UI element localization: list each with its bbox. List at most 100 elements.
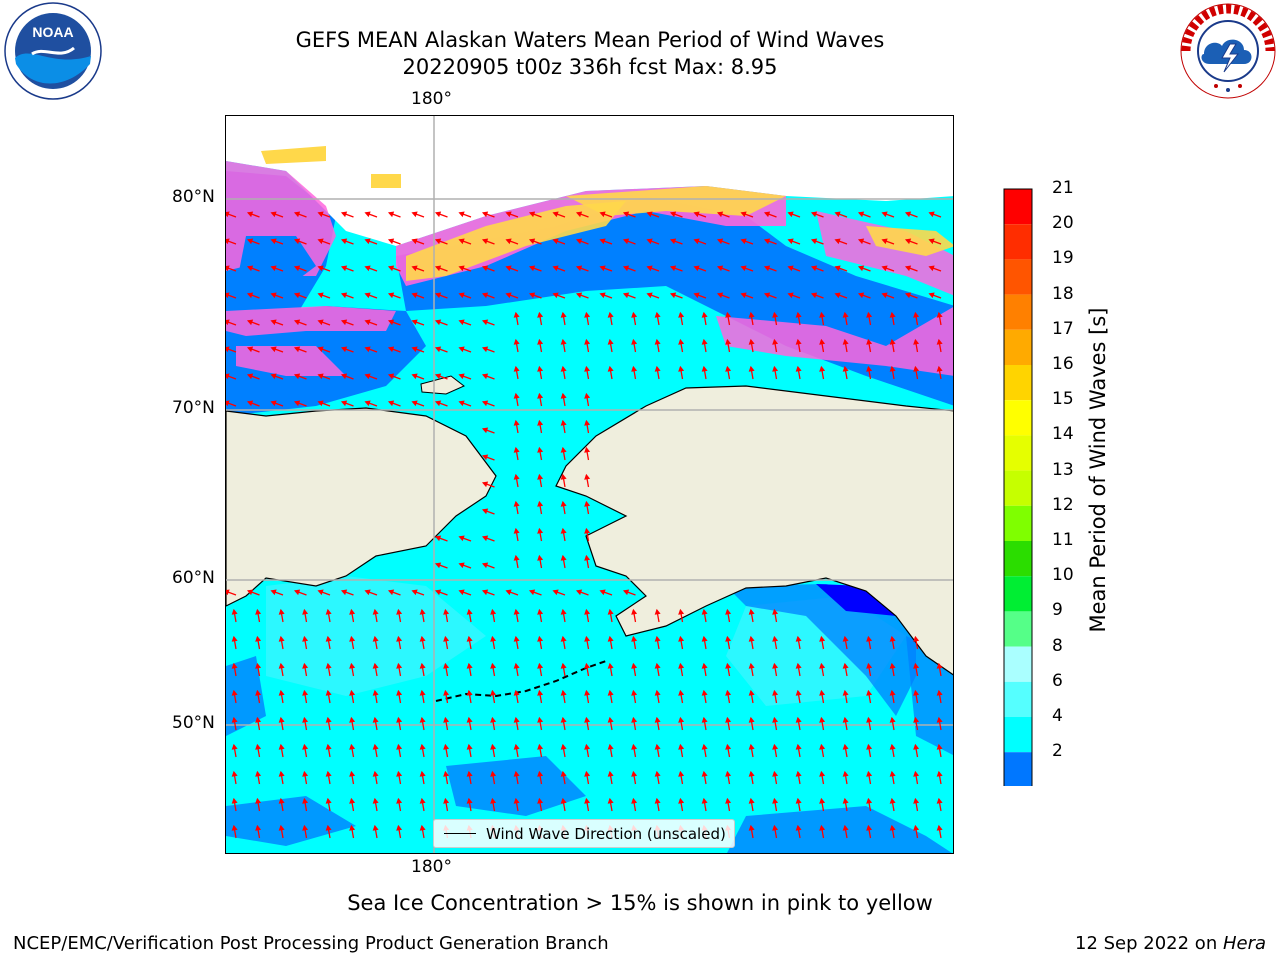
wave-direction-arrowhead [302,662,309,669]
wave-direction-arrowhead [913,770,920,777]
wave-direction-arrowhead [293,238,301,245]
wave-direction-arrowhead [716,211,724,218]
wave-direction-arrowhead [584,338,591,345]
wave-direction-arrowhead [317,211,324,218]
wave-direction-arrowhead [434,589,442,596]
wave-direction-arrowhead [725,716,732,723]
wave-direction-arrowhead [411,238,418,245]
wave-direction-arrowhead [231,797,238,804]
wave-direction-arrowhead [387,211,395,218]
wave-direction-arrowhead [560,770,567,777]
legend-label: Wind Wave Direction (unscaled) [486,824,726,843]
wave-direction-arrowhead [505,292,512,299]
wave-direction-arrowhead [936,797,943,804]
wave-direction-arrowhead [740,265,747,272]
wave-direction-arrowhead [458,373,465,380]
wave-direction-arrowhead [819,797,826,804]
wave-direction-arrowhead [631,635,638,642]
wave-direction-arrowhead [443,743,450,750]
wave-direction-arrowhead [302,608,309,615]
wave-direction-arrowhead [584,770,591,777]
wave-direction-arrowhead [701,716,708,723]
wave-direction-arrowhead [552,238,559,245]
wave-direction-arrowhead [255,797,262,804]
wave-direction-arrowhead [693,238,700,245]
wave-direction-arrowhead [293,400,301,407]
wave-direction-arrowhead [537,500,544,507]
wave-direction-arrowhead [458,319,465,326]
wave-direction-arrowhead [293,589,301,596]
wave-direction-arrowhead [772,635,779,642]
wave-direction-arrowhead [819,770,826,777]
wave-direction-arrowhead [302,689,309,696]
wave-direction-arrowhead [293,265,301,272]
wave-direction-arrowhead [411,400,418,407]
wave-direction-arrowhead [678,770,685,777]
wave-direction-arrowhead [364,589,371,596]
wave-direction-arrowhead [889,824,896,831]
wave-direction-arrowhead [387,373,395,380]
wave-direction-arrowhead [434,373,442,380]
wave-direction-arrowhead [607,689,614,696]
wave-direction-arrowhead [302,743,309,750]
wave-direction-arrowhead [646,292,653,299]
wave-direction-arrowhead [513,419,520,426]
wave-direction-arrowhead [349,608,356,615]
legend-line-swatch [444,833,476,834]
wave-direction-arrowhead [584,473,591,480]
wave-direction-arrowhead [434,535,442,542]
wave-direction-arrowhead [913,311,920,318]
wave-direction-arrowhead [622,292,630,299]
wave-direction-arrowhead [795,635,802,642]
wave-direction-arrowhead [255,824,262,831]
wave-direction-arrowhead [458,211,465,218]
wave-direction-arrowhead [716,265,724,272]
wave-direction-arrowhead [349,770,356,777]
wave-direction-arrowhead [678,365,685,372]
wave-direction-arrowhead [787,292,794,299]
wave-direction-arrowhead [278,689,285,696]
wave-direction-arrowhead [411,211,418,218]
wave-direction-arrowhead [928,292,935,299]
wave-direction-arrowhead [325,824,332,831]
wave-direction-arrowhead [325,743,332,750]
wave-direction-arrowhead [226,319,230,326]
wave-direction-arrowhead [842,338,849,345]
wave-direction-arrowhead [372,608,379,615]
wave-direction-arrowhead [866,338,873,345]
wave-direction-arrowhead [278,635,285,642]
wave-direction-arrowhead [654,770,661,777]
wave-direction-arrowhead [552,265,559,272]
wave-direction-arrowhead [513,365,520,372]
wave-direction-arrowhead [317,292,324,299]
wave-direction-arrowhead [513,608,520,615]
sea-ice-band [566,186,786,216]
wave-direction-arrowhead [857,265,865,272]
wave-direction-arrowhead [913,365,920,372]
wave-direction-arrowhead [795,689,802,696]
wave-direction-arrowhead [246,292,254,299]
wave-direction-arrowhead [434,346,442,353]
wave-direction-arrowhead [513,689,520,696]
wave-direction-arrowhead [302,770,309,777]
wave-direction-arrowhead [678,797,685,804]
wave-direction-arrowhead [584,716,591,723]
wave-direction-arrowhead [560,338,567,345]
wave-direction-arrowhead [842,662,849,669]
wave-direction-arrowhead [866,797,873,804]
wave-direction-arrowhead [387,238,395,245]
wave-direction-arrowhead [654,311,661,318]
colorbar-block [1004,541,1032,577]
graticule [226,116,953,853]
lat-label-60: 60°N [172,568,215,588]
wave-direction-arrowhead [866,770,873,777]
colorbar-block [1004,400,1032,436]
wave-direction-arrowhead [537,608,544,615]
wave-direction-arrowhead [772,770,779,777]
colorbar-tick-label: 6 [1052,670,1063,691]
wave-direction-arrowhead [889,338,896,345]
wave-direction-arrowhead [725,635,732,642]
wave-direction-arrowhead [725,743,732,750]
colorbar-tick-label: 19 [1052,248,1074,269]
wave-direction-arrowhead [434,265,442,272]
